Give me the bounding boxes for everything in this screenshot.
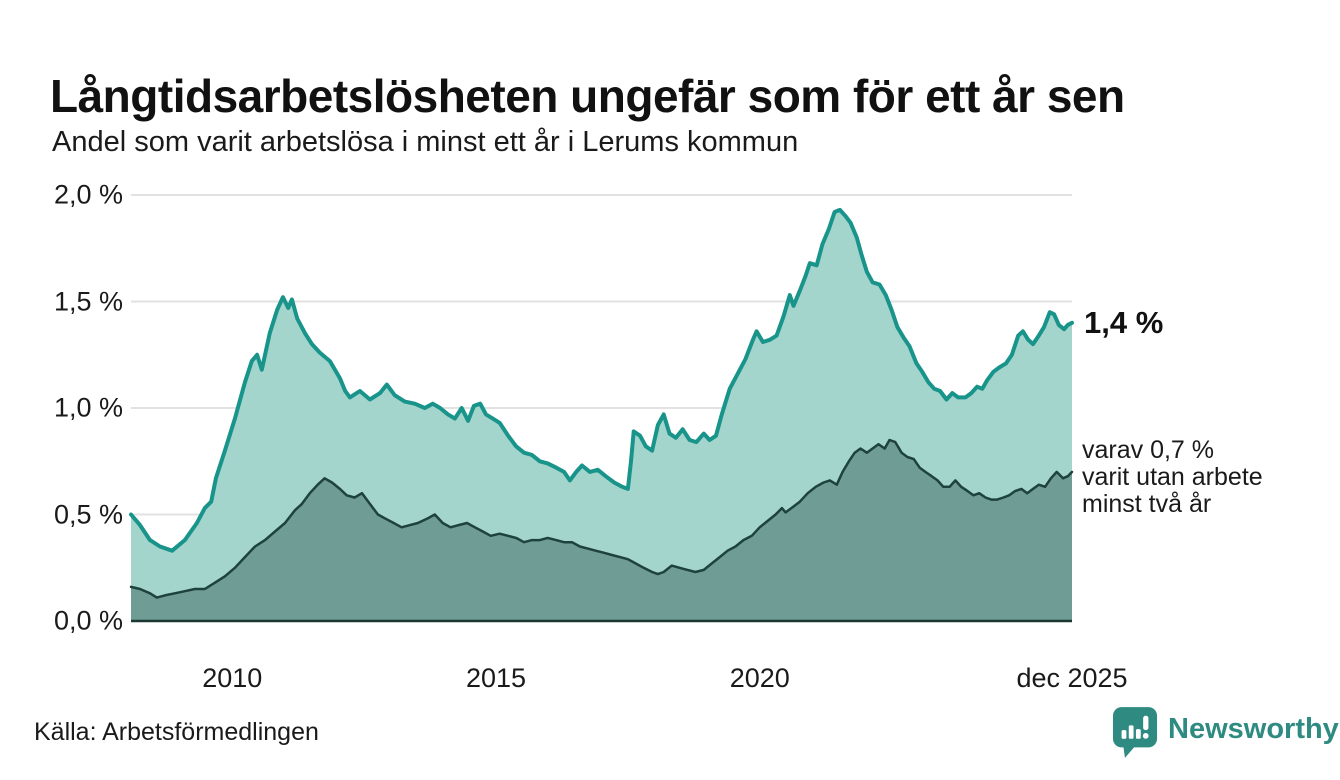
chart-subtitle: Andel som varit arbetslösa i minst ett å… (52, 126, 799, 158)
subset-annotation-line: varav 0,7 % (1082, 436, 1215, 464)
x-tick-label: 2020 (729, 663, 790, 693)
subset-annotation: varav 0,7 % varit utan arbete minst två … (1082, 437, 1263, 518)
y-tick-label: 1,0 % (53, 392, 123, 423)
newsworthy-brand-link[interactable]: Newsworthy (1112, 706, 1339, 765)
page-title: Långtidsarbetslösheten ungefär som för e… (50, 69, 1125, 122)
x-tick-label: dec 2025 (1016, 663, 1128, 693)
newsworthy-wordmark: Newsworthy (1168, 713, 1339, 745)
y-tick-label: 1,5 % (53, 286, 123, 316)
subset-annotation-line: minst två år (1082, 490, 1212, 518)
newsworthy-logo-icon (1112, 706, 1158, 765)
y-tick-label: 2,0 % (53, 179, 123, 210)
source-caption: Källa: Arbetsförmedlingen (34, 718, 319, 746)
subset-annotation-line: varit utan arbete (1082, 463, 1263, 491)
latest-value-label: 1,4 % (1084, 305, 1164, 340)
y-tick-label: 0,0 % (53, 605, 123, 636)
y-tick-label: 0,5 % (53, 499, 123, 529)
x-tick-label: 2010 (202, 663, 263, 693)
x-tick-label: 2015 (465, 663, 527, 693)
